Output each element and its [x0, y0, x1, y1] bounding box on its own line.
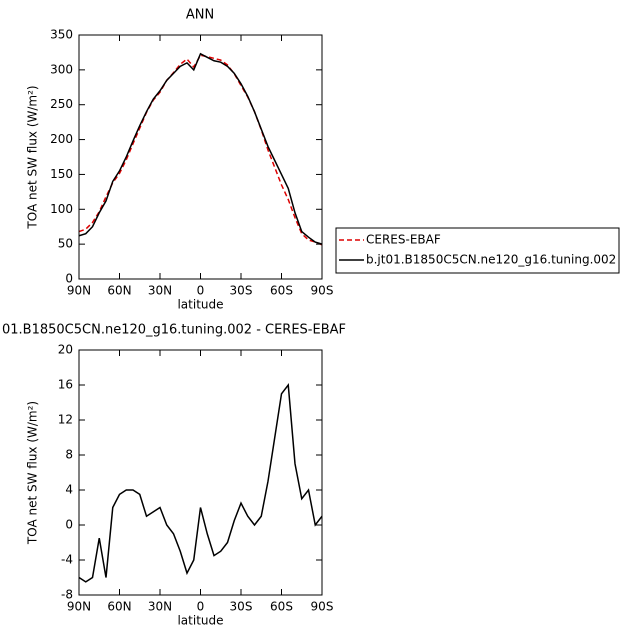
y-tick-label: -8: [61, 588, 73, 602]
y-tick-label: 100: [50, 202, 73, 216]
data-line: [78, 383, 323, 583]
y-tick-label: 12: [58, 413, 73, 427]
x-tick-label: 90N: [67, 284, 91, 298]
x-tick-label: 90N: [67, 600, 91, 614]
x-tick-label: 0: [197, 600, 205, 614]
y-tick-label: -4: [61, 553, 73, 567]
x-tick-label: 30N: [148, 600, 172, 614]
plot-frame: [78, 349, 323, 596]
x-tick-label: 30S: [230, 600, 253, 614]
y-tick-label: 200: [50, 132, 73, 146]
y-tick-label: 350: [50, 28, 73, 42]
y-tick-label: 8: [65, 448, 73, 462]
x-axis-label: latitude: [177, 614, 223, 628]
y-tick-label: 16: [58, 378, 73, 392]
chart-title: ANN: [186, 8, 214, 23]
y-tick-label: 0: [65, 272, 73, 286]
y-tick-label: 300: [50, 62, 73, 76]
x-tick-label: 60N: [107, 600, 131, 614]
x-tick-label: 60S: [270, 284, 293, 298]
y-axis-label: TOA net SW flux (W/m²): [26, 85, 40, 229]
y-tick-label: 20: [58, 343, 73, 357]
y-tick-label: 4: [65, 483, 73, 497]
x-tick-label: 30N: [148, 284, 172, 298]
x-tick-label: 90S: [311, 284, 334, 298]
y-tick-label: 0: [65, 518, 73, 532]
y-tick-label: 50: [58, 237, 73, 251]
chart-title: 01.B1850C5CN.ne120_g16.tuning.002 - CERE…: [2, 323, 346, 338]
x-tick-label: 90S: [311, 600, 334, 614]
x-tick-label: 0: [197, 284, 205, 298]
x-axis-label: latitude: [177, 298, 223, 312]
data-line: [78, 54, 323, 246]
x-tick-label: 30S: [230, 284, 253, 298]
legend-box: [335, 227, 620, 274]
plot-frame: [78, 34, 323, 280]
legend-label: b.jt01.B1850C5CN.ne120_g16.tuning.002: [366, 253, 616, 267]
x-tick-label: 60N: [107, 284, 131, 298]
y-axis-label: TOA net SW flux (W/m²): [26, 401, 40, 545]
x-tick-label: 60S: [270, 600, 293, 614]
y-tick-label: 250: [50, 97, 73, 111]
legend-label: CERES-EBAF: [366, 233, 441, 247]
data-line: [78, 52, 323, 245]
y-tick-label: 150: [50, 167, 73, 181]
